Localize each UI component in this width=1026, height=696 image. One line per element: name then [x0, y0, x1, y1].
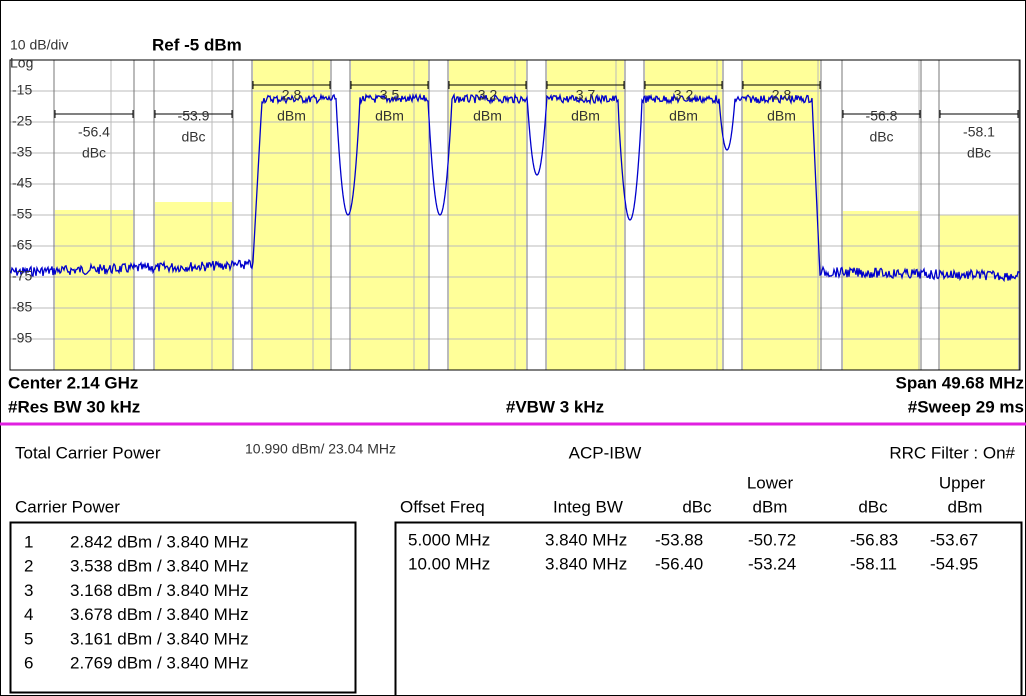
- carrier-power: 2.842 dBm / 3.840 MHz: [70, 532, 249, 551]
- offset-cell: -54.95: [930, 554, 978, 573]
- carrier-box: [9, 521, 357, 694]
- y-tick-label: -25: [12, 113, 32, 129]
- trace: [9, 92, 1021, 283]
- channel-unit: dBm: [375, 108, 404, 124]
- channel-band: [155, 202, 232, 370]
- y-tick-label: -85: [12, 299, 32, 315]
- channel-unit: dBm: [767, 108, 796, 124]
- carrier-index: 1: [24, 532, 33, 551]
- y-tick-label: -95: [12, 330, 32, 346]
- offset-cell: -53.88: [655, 530, 703, 549]
- channel-band: [843, 211, 920, 370]
- channel-band: [940, 215, 1018, 370]
- offset-cell: -56.40: [655, 554, 703, 573]
- lower-header: Lower: [747, 473, 794, 492]
- channel-value: 3.5: [380, 87, 400, 103]
- measurement: ACP-IBW: [569, 443, 642, 462]
- texts: 10 dB/div Ref -5 dBm Log -15 -25 -35 -45 -55 -65…: [8, 35, 1024, 672]
- channel-value: 2.8: [282, 87, 302, 103]
- carrier-power: 2.769 dBm / 3.840 MHz: [70, 653, 249, 672]
- y-tick-label: -75: [12, 268, 32, 284]
- carrier-index: 5: [24, 629, 33, 648]
- column-header: dBm: [753, 497, 788, 516]
- y-tick-label: -15: [12, 82, 32, 98]
- total-label: Total Carrier Power: [15, 443, 161, 462]
- offset-cell: -50.72: [748, 530, 796, 549]
- channel-unit: dBm: [473, 108, 502, 124]
- channel-unit: dBm: [277, 108, 306, 124]
- offset-cell: 3.840 MHz: [545, 554, 627, 573]
- offset-cell: -53.67: [930, 530, 978, 549]
- log-label: Log: [10, 55, 33, 71]
- sweep: #Sweep 29 ms: [908, 397, 1024, 416]
- offset-box: [394, 521, 1023, 696]
- carrier-header: Carrier Power: [15, 497, 120, 516]
- channel-unit: dBc: [181, 129, 205, 145]
- center: Center 2.14 GHz: [8, 373, 138, 392]
- channel-value: -53.9: [178, 108, 210, 124]
- offset-cell: 10.00 MHz: [408, 554, 490, 573]
- channel-value: -56.8: [866, 108, 898, 124]
- channel-value: 2.8: [772, 87, 792, 103]
- y-tick-label: -65: [12, 237, 32, 253]
- column-header: dBc: [858, 497, 888, 516]
- channel-value: -58.1: [963, 124, 995, 140]
- carrier-index: 3: [24, 581, 33, 600]
- channel-value: -56.4: [78, 124, 110, 140]
- channel-unit: dBc: [967, 145, 991, 161]
- filter: RRC Filter : On#: [889, 443, 1015, 462]
- channel-unit: dBm: [571, 108, 600, 124]
- res-bw: #Res BW 30 kHz: [8, 397, 140, 416]
- column-header: Integ BW: [553, 497, 623, 516]
- channel-unit: dBc: [869, 129, 893, 145]
- offset-cell: 5.000 MHz: [408, 530, 490, 549]
- scale-label: 10 dB/div: [10, 37, 68, 53]
- y-tick-label: -45: [12, 175, 32, 191]
- ref-label: Ref -5 dBm: [152, 35, 242, 54]
- carrier-index: 2: [24, 557, 33, 576]
- offset-cell: -56.83: [850, 530, 898, 549]
- y-tick-label: -55: [12, 206, 32, 222]
- carrier-power: 3.678 dBm / 3.840 MHz: [70, 605, 249, 624]
- offset-cell: 3.840 MHz: [545, 530, 627, 549]
- carrier-power: 3.538 dBm / 3.840 MHz: [70, 557, 249, 576]
- carrier-index: 4: [24, 605, 33, 624]
- carrier-index: 6: [24, 653, 33, 672]
- carrier-power: 3.168 dBm / 3.840 MHz: [70, 581, 249, 600]
- total-value: 10.990 dBm/ 23.04 MHz: [245, 441, 396, 457]
- channel-unit: dBm: [669, 108, 698, 124]
- channel-band: [55, 210, 133, 370]
- carrier-power: 3.161 dBm / 3.840 MHz: [70, 629, 249, 648]
- y-tick-label: -35: [12, 144, 32, 160]
- channel-value: 3.2: [478, 87, 498, 103]
- plot: [9, 59, 1021, 371]
- column-header: dBc: [682, 497, 712, 516]
- span: Span 49.68 MHz: [896, 373, 1025, 392]
- plot-border: [9, 59, 1021, 371]
- offset-cell: -53.24: [748, 554, 796, 573]
- column-header: dBm: [948, 497, 983, 516]
- channel-value: 3.2: [674, 87, 694, 103]
- channel-value: 3.7: [576, 87, 596, 103]
- upper-header: Upper: [939, 473, 986, 492]
- vbw: #VBW 3 kHz: [506, 397, 604, 416]
- offset-cell: -58.11: [850, 554, 897, 573]
- column-header: Offset Freq: [400, 497, 485, 516]
- channel-unit: dBc: [82, 145, 106, 161]
